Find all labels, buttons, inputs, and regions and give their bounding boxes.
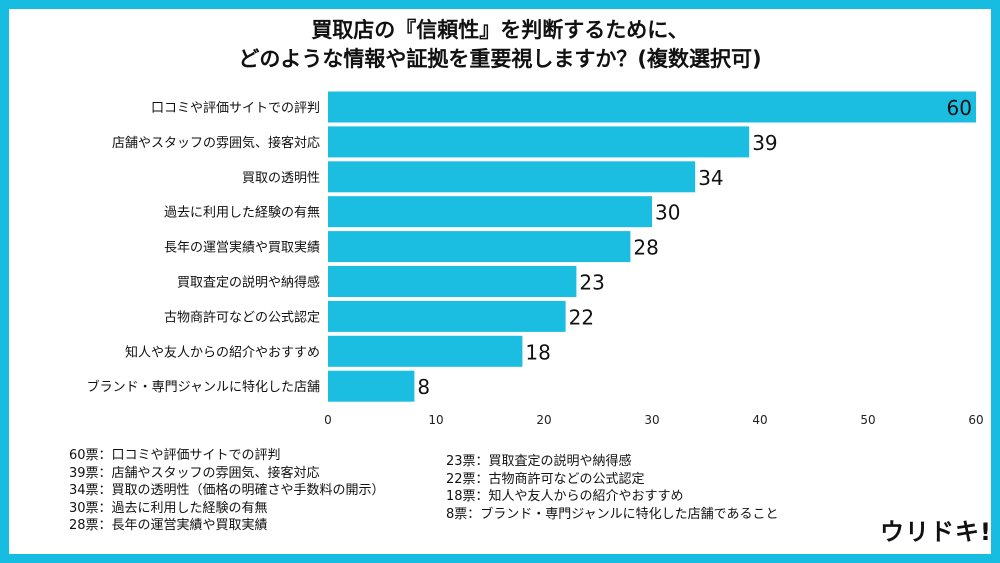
x-tick-label: 10 bbox=[428, 413, 443, 427]
category-label: 口コミや評価サイトでの評判 bbox=[151, 101, 320, 116]
category-label: 過去に利用した経験の有無 bbox=[164, 206, 320, 221]
note-item: 18票：知人や友人からの紹介やおすすめ bbox=[446, 489, 684, 504]
data-label: 23 bbox=[579, 271, 604, 295]
chart-subtitle: どのような情報や証拠を重要視しますか？(複数選択可) bbox=[238, 47, 762, 71]
bar bbox=[328, 370, 415, 402]
bar bbox=[328, 126, 750, 158]
note-item: 23票：買取査定の説明や納得感 bbox=[446, 454, 632, 469]
bar bbox=[328, 266, 577, 297]
x-tick-label: 30 bbox=[644, 413, 659, 427]
logo: ウリドキ! bbox=[880, 518, 992, 546]
notes-left: 60票：口コミや評価サイトでの評判 39票：店舗やスタッフの雰囲気、接客対応 3… bbox=[69, 447, 385, 535]
category-label: 店舗やスタッフの雰囲気、接客対応 bbox=[112, 135, 320, 151]
data-label: 34 bbox=[698, 166, 723, 190]
x-tick-label: 60 bbox=[968, 413, 983, 427]
note-item: 22票：古物商許可などの公式認定 bbox=[446, 471, 645, 487]
data-label: 18 bbox=[525, 340, 550, 364]
category-label: 古物商許可などの公式認定 bbox=[164, 309, 320, 325]
x-tick-label: 40 bbox=[752, 413, 767, 427]
category-label: 知人や友人からの紹介やおすすめ bbox=[125, 344, 320, 360]
bar bbox=[328, 231, 631, 263]
data-label: 22 bbox=[569, 305, 594, 329]
category-label: 買取の透明性 bbox=[242, 171, 320, 186]
bar bbox=[328, 91, 976, 123]
bar bbox=[328, 196, 652, 228]
bar bbox=[328, 335, 523, 367]
data-label: 39 bbox=[752, 131, 777, 155]
note-item: 39票：店舗やスタッフの雰囲気、接客対応 bbox=[69, 465, 320, 481]
chart-title: 買取店の『信頼性』を判断するために、 bbox=[311, 18, 689, 42]
x-tick-label: 20 bbox=[536, 413, 551, 427]
note-item: 28票：長年の運営実績や買取実績 bbox=[69, 518, 268, 533]
data-label: 28 bbox=[633, 236, 658, 260]
category-label: ブランド・専門ジャンルに特化した店舗 bbox=[87, 379, 320, 395]
note-item: 34票：買取の透明性（価格の明確さや手数料の開示） bbox=[69, 483, 385, 498]
bar bbox=[328, 161, 696, 193]
x-tick-label: 50 bbox=[860, 413, 875, 427]
note-item: 8票：ブランド・専門ジャンルに特化した店舗であること bbox=[446, 506, 779, 522]
data-label: 60 bbox=[947, 96, 972, 120]
data-label: 30 bbox=[655, 201, 680, 225]
x-tick-label: 0 bbox=[324, 413, 332, 427]
category-label: 買取査定の説明や納得感 bbox=[177, 275, 320, 291]
note-item: 60票：口コミや評価サイトでの評判 bbox=[69, 448, 281, 463]
notes-right: 23票：買取査定の説明や納得感 22票：古物商許可などの公式認定 18票：知人や… bbox=[446, 453, 779, 523]
chart-title-block: 買取店の『信頼性』を判断するために、 どのような情報や証拠を重要視しますか？(複… bbox=[0, 16, 1000, 74]
note-item: 30票：過去に利用した経験の有無 bbox=[69, 500, 268, 516]
data-label: 8 bbox=[417, 375, 430, 399]
category-label: 長年の運営実績や買取実績 bbox=[164, 240, 320, 256]
bar bbox=[328, 300, 566, 332]
